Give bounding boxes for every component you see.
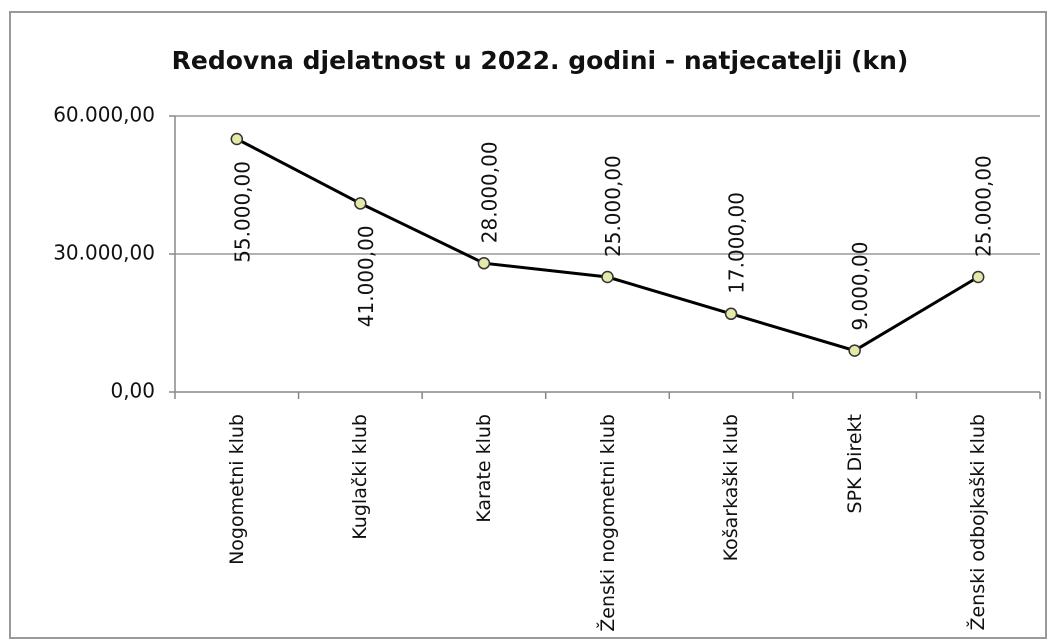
data-label: 17.000,00 [725,192,749,294]
data-label: 25.000,00 [601,155,625,257]
y-tick-label: 30.000,00 [53,241,155,265]
data-label: 28.000,00 [477,141,501,243]
data-label: 41.000,00 [354,225,378,327]
x-tick-label: Kuglački klub [349,414,372,540]
data-label: 9.000,00 [848,242,872,331]
x-tick-label: Nogometni klub [225,414,248,565]
chart-title: Redovna djelatnost u 2022. godini - natj… [172,46,909,75]
y-tick-label: 0,00 [110,379,155,403]
marker [477,256,491,270]
x-tick-label: SPK Direkt [843,414,866,514]
x-tick-label: Ženski odbojkaški klub [967,414,990,631]
marker [601,270,614,284]
x-tick-label: Ženski nogometni klub [596,414,619,632]
y-tick-label: 60.000,00 [53,103,155,127]
marker [354,197,367,210]
chart-border [9,11,1047,639]
x-tick-label: Košarkaški klub [720,414,743,562]
x-tick-label: Karate klub [472,414,495,523]
marker [848,344,861,357]
marker [230,132,244,146]
data-label: 25.000,00 [972,155,996,257]
marker [724,307,738,321]
data-label: 55.000,00 [230,161,254,263]
marker [971,270,985,284]
